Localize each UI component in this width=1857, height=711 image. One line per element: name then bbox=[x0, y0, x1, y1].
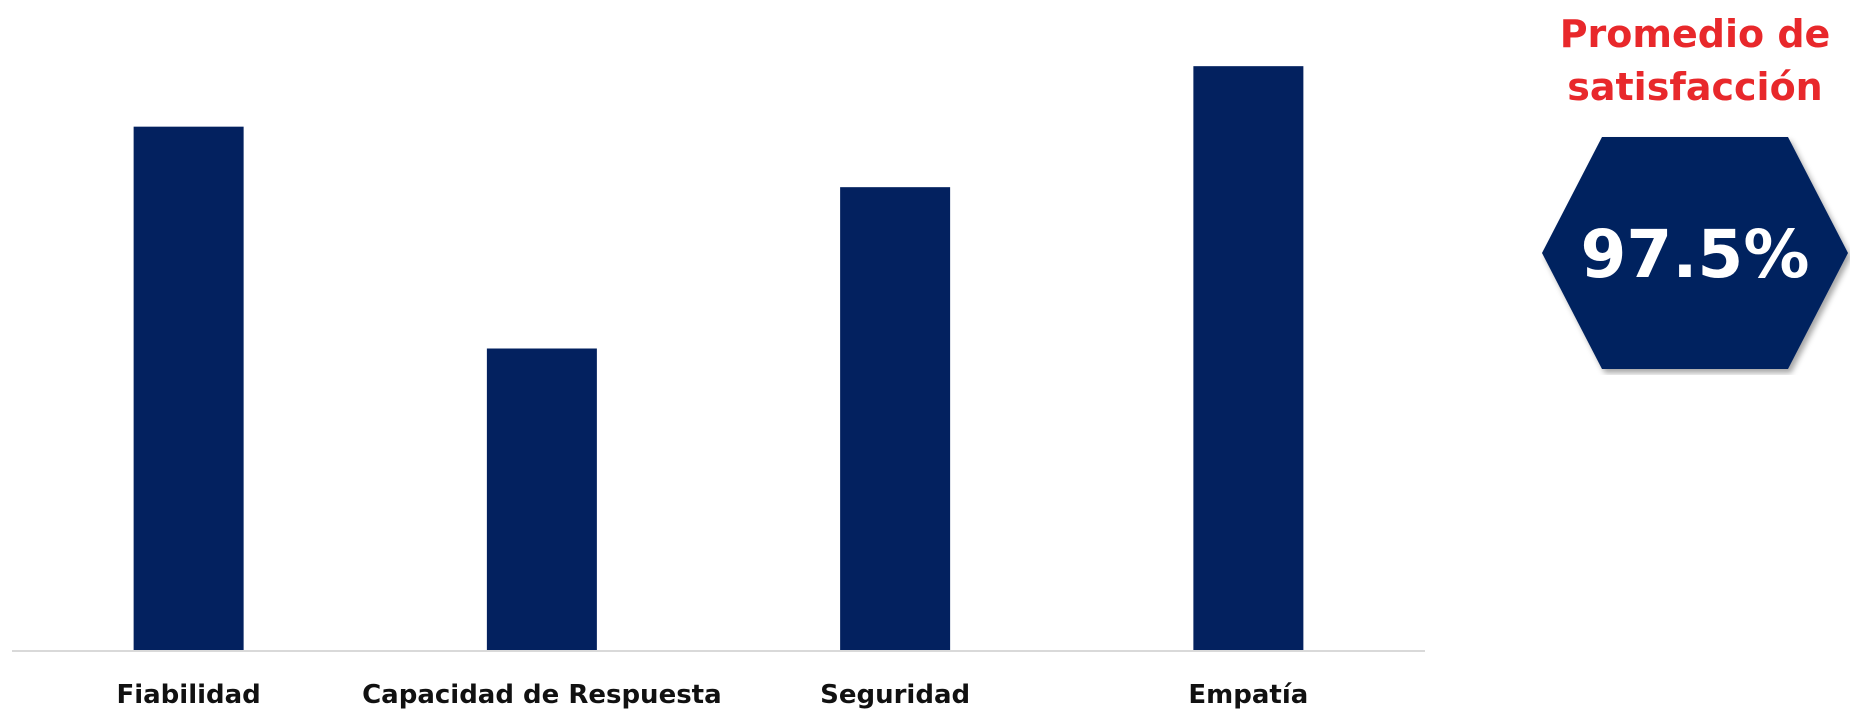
bar-0 bbox=[133, 126, 244, 651]
x-tick-labels: Fiabilidad Capacidad de Respuesta Segurida… bbox=[116, 680, 1308, 710]
x-tick-label-3: Empatía bbox=[1188, 680, 1308, 710]
bar-3 bbox=[1193, 66, 1304, 651]
x-tick-label-2: Seguridad bbox=[820, 680, 970, 710]
x-tick-label-1: Capacidad de Respuesta bbox=[362, 680, 722, 710]
bars-group bbox=[133, 66, 1304, 651]
badge-title-line1: Promedio de bbox=[1559, 12, 1831, 56]
badge-title: Promedio de satisfacción bbox=[1540, 8, 1850, 114]
badge-title-line2: satisfacción bbox=[1567, 65, 1823, 109]
bar-2 bbox=[840, 187, 951, 651]
satisfaction-badge: 97.5% bbox=[1542, 137, 1848, 369]
bar-chart: Fiabilidad Capacidad de Respuesta Segurida… bbox=[12, 66, 1425, 710]
x-tick-label-0: Fiabilidad bbox=[116, 680, 260, 710]
hexagon-shape bbox=[1542, 137, 1848, 369]
bar-1 bbox=[486, 348, 597, 651]
badge-value: 97.5% bbox=[1581, 216, 1810, 293]
